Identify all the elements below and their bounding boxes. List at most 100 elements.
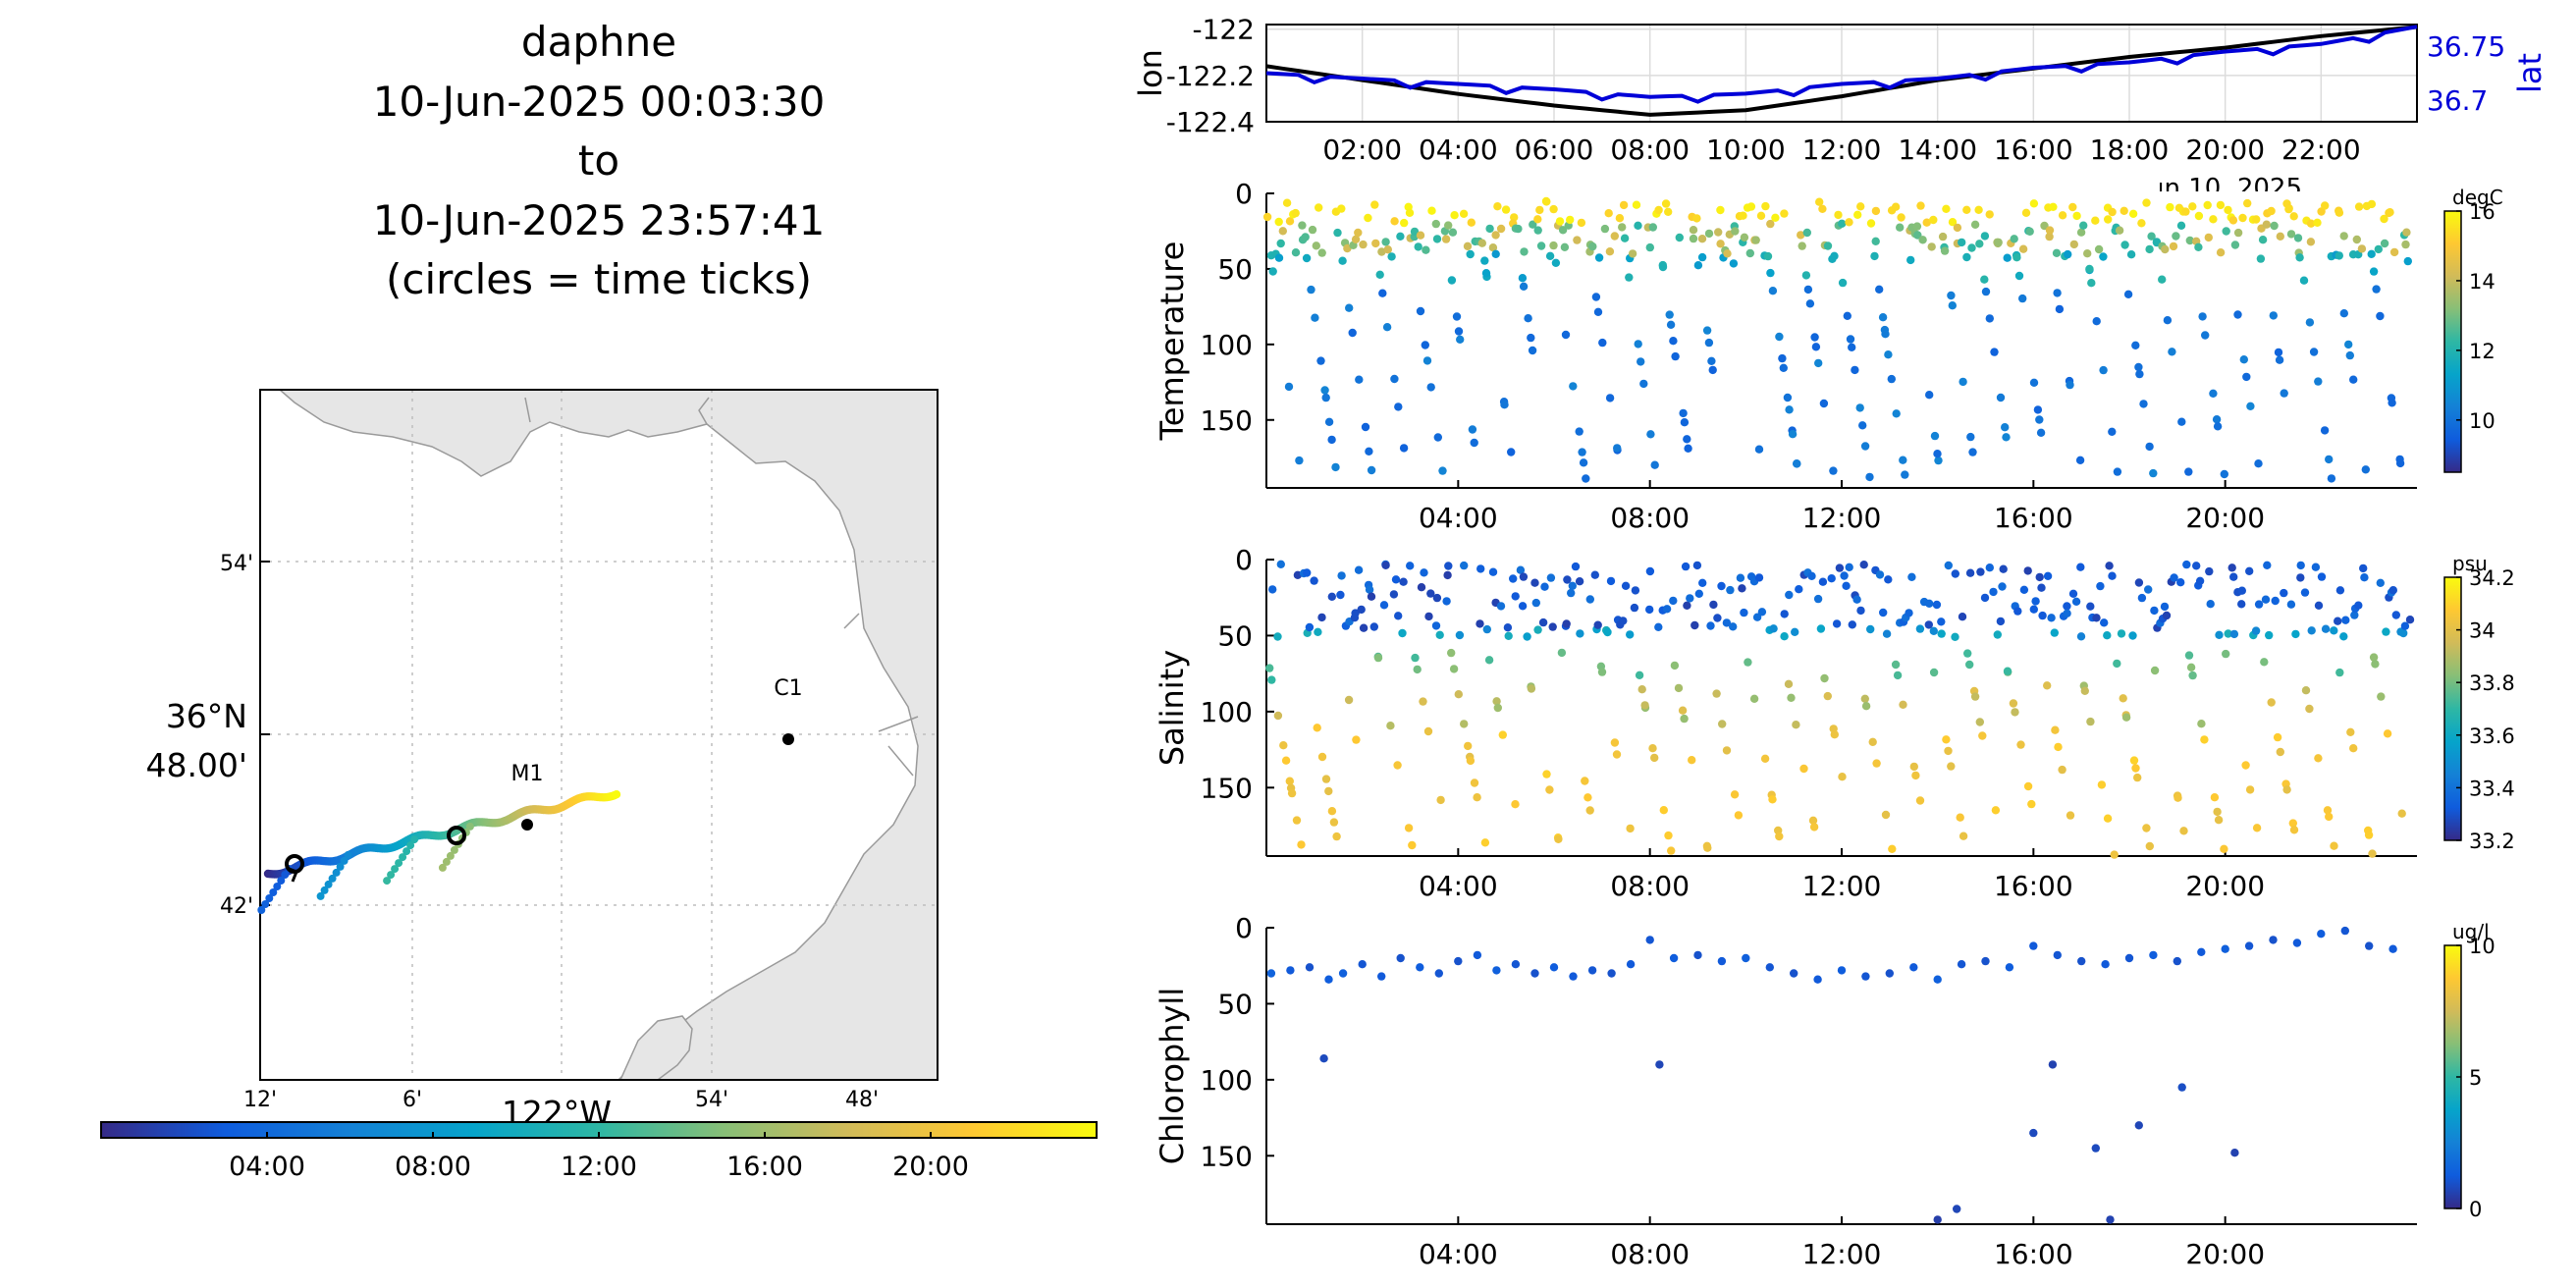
y-tick-label: 0 bbox=[1235, 178, 1253, 210]
data-point bbox=[1778, 353, 1787, 363]
data-point bbox=[1324, 417, 1334, 426]
data-point bbox=[1538, 617, 1548, 627]
data-point bbox=[2262, 220, 2271, 229]
data-point bbox=[2243, 198, 2252, 208]
map-axis-labels: 54' 36°N 48.00' 42' 12' 6' 54' 48' 122°W bbox=[145, 552, 879, 1132]
data-point bbox=[2001, 423, 2010, 432]
data-point bbox=[1929, 215, 1938, 225]
data-point bbox=[2023, 781, 2033, 791]
data-point bbox=[1944, 561, 1954, 570]
data-point bbox=[2220, 469, 2228, 479]
lon-series-line bbox=[1265, 25, 2418, 117]
data-point bbox=[1830, 730, 1840, 739]
data-point bbox=[1891, 660, 1901, 670]
data-point bbox=[2113, 467, 2122, 476]
data-point bbox=[1436, 795, 1445, 805]
data-point bbox=[2040, 221, 2049, 231]
data-point bbox=[1336, 590, 1345, 600]
data-point bbox=[2327, 474, 2336, 483]
data-point bbox=[1834, 210, 1843, 220]
data-point bbox=[1476, 564, 1485, 573]
data-point bbox=[2230, 1149, 2239, 1157]
x-tick-label: 12:00 bbox=[1802, 1238, 1882, 1270]
data-point bbox=[1942, 204, 1951, 213]
data-point bbox=[2383, 729, 2392, 738]
data-point bbox=[1604, 209, 1613, 218]
data-point bbox=[1528, 346, 1537, 355]
colorbar-tick-label: 33.8 bbox=[2469, 671, 2515, 695]
data-point bbox=[1683, 601, 1691, 610]
colorbar-tick-label: 10 bbox=[2469, 935, 2496, 958]
data-point bbox=[1845, 563, 1853, 571]
data-point bbox=[1909, 963, 1918, 972]
data-point bbox=[1785, 590, 1794, 600]
data-point bbox=[2161, 244, 2170, 254]
data-point bbox=[2299, 276, 2309, 285]
data-point bbox=[2025, 227, 2034, 236]
data-point bbox=[1664, 831, 1673, 840]
data-point bbox=[2334, 251, 2343, 260]
data-point bbox=[2053, 950, 2062, 960]
data-point bbox=[1933, 975, 1942, 984]
data-point bbox=[1827, 574, 1836, 583]
data-point bbox=[2369, 653, 2379, 662]
data-point bbox=[1516, 565, 1526, 574]
data-point bbox=[1775, 332, 1784, 342]
colorbar-tick-label: 33.6 bbox=[2469, 724, 2515, 748]
data-point bbox=[1569, 972, 1578, 981]
data-point bbox=[1694, 589, 1704, 598]
data-point bbox=[2282, 785, 2291, 794]
data-point bbox=[2317, 930, 2326, 939]
data-point bbox=[1331, 462, 1340, 472]
data-point bbox=[1399, 444, 1409, 453]
data-point bbox=[1963, 649, 1972, 658]
data-point bbox=[1607, 969, 1616, 978]
data-point bbox=[2108, 427, 2117, 436]
data-point bbox=[2197, 720, 2206, 728]
x-tick-label: 04:00 bbox=[1419, 502, 1498, 534]
colorbar-tick-label: 34 bbox=[2469, 619, 2496, 643]
data-point bbox=[1548, 622, 1557, 631]
data-point bbox=[2341, 616, 2350, 624]
data-point bbox=[2252, 215, 2261, 224]
data-point bbox=[2270, 221, 2279, 231]
data-point bbox=[1473, 950, 1482, 960]
data-point bbox=[1567, 588, 1576, 598]
data-point bbox=[1476, 619, 1484, 628]
data-point bbox=[2194, 242, 2203, 251]
data-point bbox=[1689, 226, 1698, 235]
track-dip-point bbox=[281, 871, 290, 879]
data-point bbox=[1310, 576, 1318, 585]
track-dip-point bbox=[257, 906, 266, 914]
track-dip-point bbox=[465, 822, 474, 831]
data-point bbox=[2050, 628, 2059, 637]
data-point bbox=[2245, 785, 2255, 794]
data-point bbox=[1815, 197, 1824, 206]
data-point bbox=[2100, 618, 2109, 627]
data-point bbox=[1427, 206, 1436, 215]
data-point bbox=[1484, 656, 1494, 665]
data-point bbox=[1999, 564, 2008, 573]
data-point bbox=[1359, 623, 1368, 632]
data-point bbox=[2166, 202, 2174, 212]
data-point bbox=[2009, 699, 2018, 708]
data-point bbox=[1901, 470, 1909, 479]
data-point bbox=[2142, 824, 2151, 832]
data-point bbox=[1364, 213, 1372, 223]
data-point bbox=[1639, 379, 1648, 389]
data-point bbox=[1968, 448, 1977, 456]
data-point bbox=[1480, 838, 1490, 847]
data-point bbox=[1861, 702, 1871, 711]
data-point bbox=[1760, 754, 1770, 763]
data-point bbox=[2346, 727, 2355, 736]
data-point bbox=[2388, 586, 2397, 595]
data-point bbox=[1496, 224, 1506, 234]
data-point bbox=[2241, 761, 2250, 770]
data-point bbox=[1927, 242, 1936, 251]
data-point bbox=[1962, 205, 1971, 214]
data-point bbox=[2360, 573, 2369, 582]
data-point bbox=[1706, 621, 1715, 630]
data-point bbox=[1337, 571, 1346, 580]
data-point bbox=[2013, 607, 2022, 616]
data-point bbox=[1757, 608, 1767, 617]
